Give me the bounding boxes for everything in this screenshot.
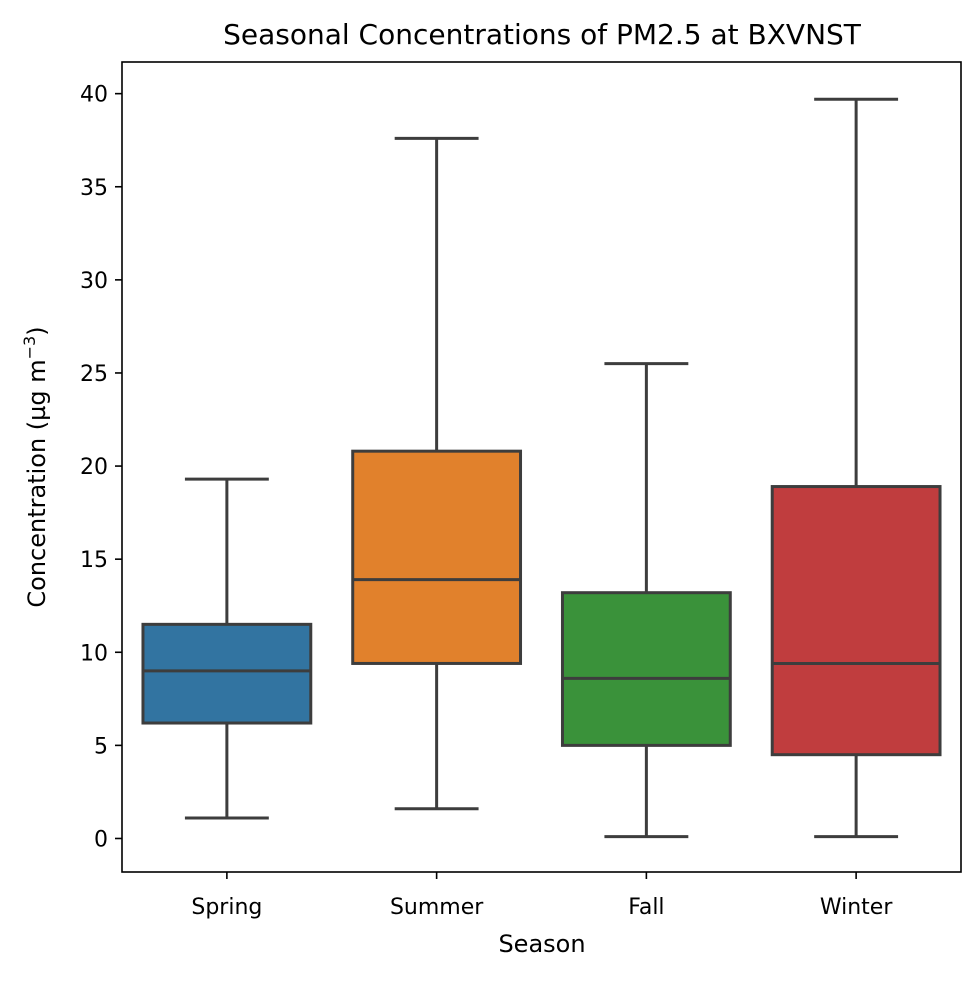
x-tick-label: Fall — [628, 895, 664, 920]
iqr-box-winter — [770, 485, 942, 757]
chart-title: Seasonal Concentrations of PM2.5 at BXVN… — [223, 18, 862, 51]
box-group-spring — [141, 477, 313, 820]
x-tick-label: Spring — [191, 895, 262, 920]
box-group-fall — [560, 362, 732, 839]
y-axis-label-close: ) — [23, 326, 51, 335]
x-axis-label: Season — [498, 930, 585, 958]
y-axis-label: Concentration (µg m−3) — [20, 326, 51, 607]
x-axis: Spring Summer Fall Winter — [191, 872, 893, 920]
plot-frame — [121, 61, 962, 873]
y-axis-label-superscript: −3 — [20, 336, 39, 360]
iqr-box-summer — [351, 449, 523, 665]
y-tick-label: 25 — [80, 362, 108, 387]
y-tick-label: 0 — [94, 827, 108, 852]
x-tick-label: Winter — [820, 895, 893, 920]
box-group-summer — [351, 136, 523, 811]
box-group-winter — [770, 97, 942, 839]
y-tick-label: 10 — [80, 641, 108, 666]
y-axis: 0 5 10 15 20 25 30 35 40 — [80, 83, 122, 852]
y-tick-label: 5 — [94, 734, 108, 759]
y-tick-label: 35 — [80, 176, 108, 201]
plot-area — [141, 97, 942, 839]
y-tick-label: 30 — [80, 269, 108, 294]
y-tick-label: 20 — [80, 455, 108, 480]
iqr-box-fall — [560, 591, 732, 747]
x-tick-label: Summer — [390, 895, 484, 920]
y-tick-label: 40 — [80, 83, 108, 108]
y-axis-label-main: Concentration (µg m — [23, 359, 51, 607]
y-tick-label: 15 — [80, 548, 108, 573]
iqr-box-spring — [141, 622, 313, 725]
